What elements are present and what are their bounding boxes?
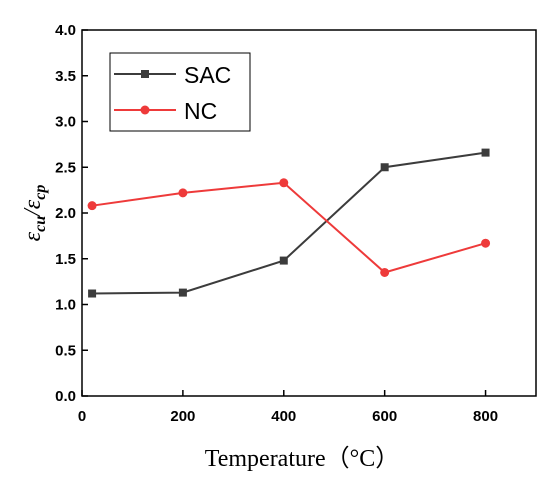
data-point-sac xyxy=(178,288,187,297)
legend-marker-sac xyxy=(141,70,149,78)
x-tick-label: 0 xyxy=(78,408,86,425)
legend: SAC NC xyxy=(109,52,251,132)
y-tick-label: 1.5 xyxy=(55,251,76,268)
legend-label-nc: NC xyxy=(184,98,217,124)
x-tick-label: 800 xyxy=(473,408,498,425)
series-layer xyxy=(87,148,491,298)
y-axis-title: εcu/εcp xyxy=(20,185,49,242)
data-point-nc xyxy=(380,267,390,277)
y-tick-label: 2.0 xyxy=(55,205,76,222)
x-tick-label: 600 xyxy=(372,408,397,425)
x-tick-label: 400 xyxy=(271,408,296,425)
legend-marker-nc xyxy=(140,105,150,115)
y-tick-label: 0.0 xyxy=(55,388,76,405)
y-title-sub-left: cu xyxy=(32,216,49,232)
y-tick-label: 4.0 xyxy=(55,22,76,39)
legend-label-sac: SAC xyxy=(184,62,231,88)
legend-box xyxy=(109,52,251,132)
x-tick-label: 200 xyxy=(170,408,195,425)
data-point-nc xyxy=(279,178,289,188)
y-axis-ticks: 0.0 0.5 1.0 1.5 2.0 2.5 3.0 3.5 4.0 xyxy=(55,22,88,405)
y-tick-label: 3.5 xyxy=(55,68,76,85)
y-tick-label: 0.5 xyxy=(55,342,76,359)
x-axis-title: Temperature（°C） xyxy=(205,446,400,472)
y-tick-label: 2.5 xyxy=(55,159,76,176)
series-line-nc xyxy=(91,181,486,274)
data-point-sac xyxy=(88,289,97,298)
series-line-sac xyxy=(92,151,486,295)
data-point-sac xyxy=(380,163,389,172)
y-tick-label: 3.0 xyxy=(55,114,76,131)
data-point-sac xyxy=(279,256,288,265)
y-title-eps-left: ε xyxy=(20,231,46,241)
y-title-eps-right: ε xyxy=(20,199,46,209)
y-title-sub-right: cp xyxy=(32,185,49,200)
data-point-sac xyxy=(481,148,490,157)
data-point-nc xyxy=(178,188,188,198)
data-point-nc xyxy=(481,238,491,248)
y-tick-label: 1.0 xyxy=(55,297,76,314)
y-title-slash: / xyxy=(20,207,46,218)
data-point-nc xyxy=(87,201,97,211)
x-axis-ticks: 0 200 400 600 800 xyxy=(78,390,498,425)
